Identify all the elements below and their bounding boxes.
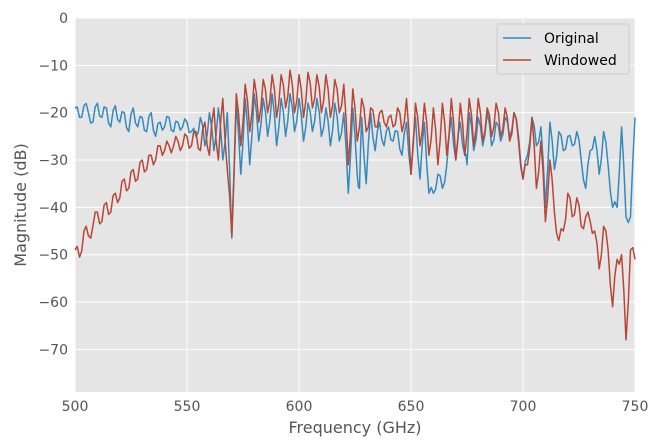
y-axis-label: Magnitude (dB) [11,143,30,266]
x-tick-label: 750 [622,399,649,415]
legend-label-original: Original [544,31,599,47]
x-tick-label: 700 [510,399,537,415]
legend: Original Windowed [496,23,630,75]
x-tick-label: 600 [286,399,313,415]
plot-background [75,18,635,392]
y-tick-label: 0 [59,11,68,27]
x-tick-label: 550 [174,399,201,415]
y-axis-ticks: 0 −10 −20 −30 −40 −50 −60 −70 [38,11,68,358]
y-tick-label: −20 [38,106,68,122]
y-tick-label: −70 [38,342,68,358]
x-axis-ticks: 500 550 600 650 700 750 [62,399,649,415]
series-line-original [74,92,636,239]
y-tick-label: −10 [38,58,68,74]
legend-label-windowed: Windowed [544,53,617,69]
y-tick-label: −30 [38,153,68,169]
y-tick-label: −60 [38,295,68,311]
x-tick-label: 500 [62,399,89,415]
legend-box [496,23,630,75]
y-tick-label: −40 [38,200,68,216]
y-tick-label: −50 [38,248,68,264]
x-axis-label: Frequency (GHz) [288,418,421,437]
x-tick-label: 650 [398,399,425,415]
series-line-windowed [74,69,636,341]
series-lines [74,69,636,341]
